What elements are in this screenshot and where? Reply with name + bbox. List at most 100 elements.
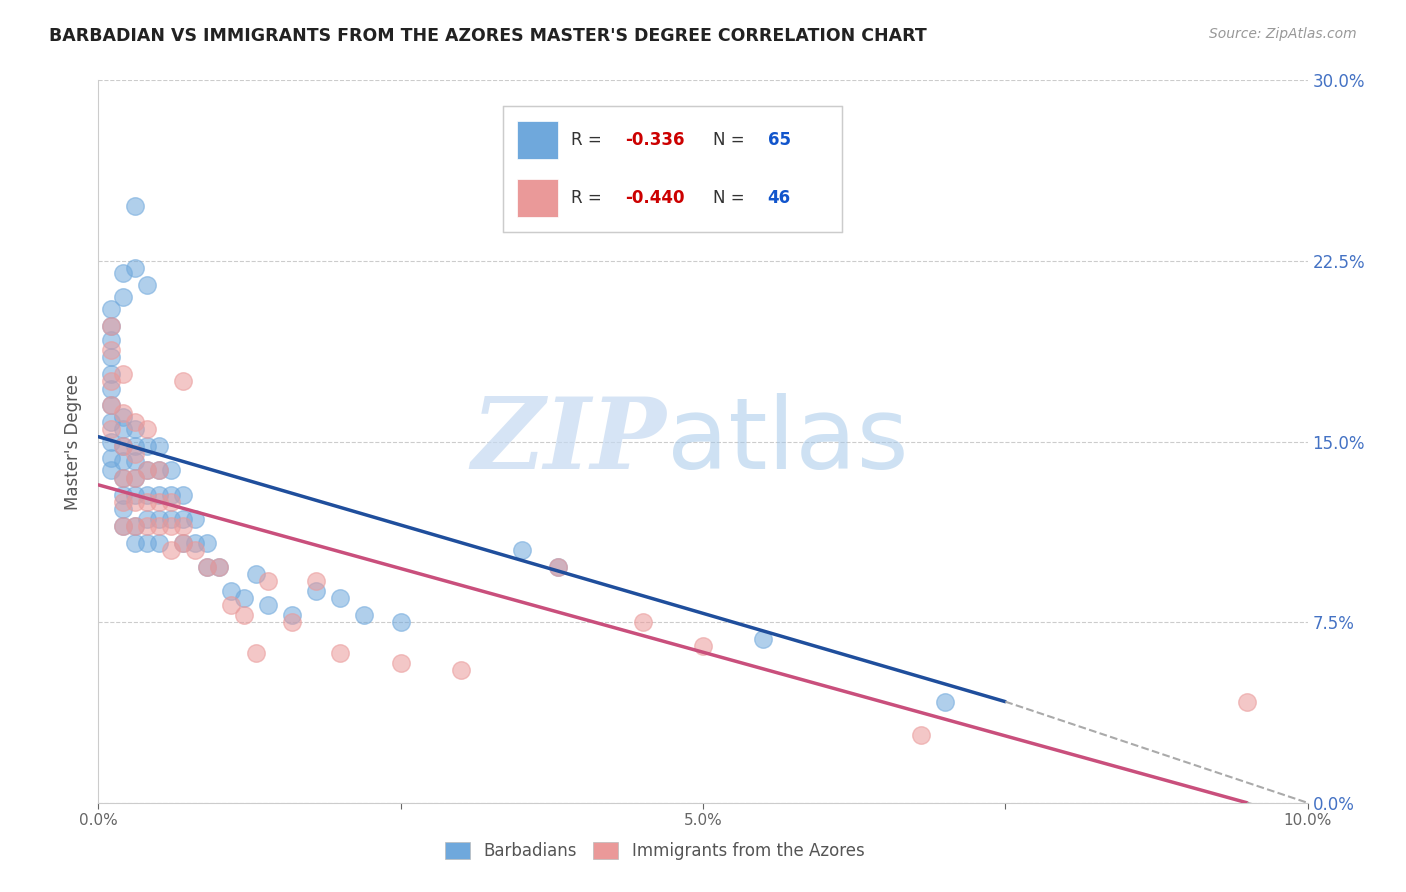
Point xyxy=(124,470,146,484)
Point xyxy=(172,487,194,501)
Point xyxy=(111,487,134,501)
Point xyxy=(547,559,569,574)
Point xyxy=(100,334,122,348)
Point xyxy=(232,607,254,622)
Point xyxy=(111,439,134,453)
Point xyxy=(100,374,122,388)
Point xyxy=(221,583,243,598)
Point xyxy=(135,518,157,533)
Point xyxy=(245,647,267,661)
Point xyxy=(256,599,278,613)
Point xyxy=(195,535,218,549)
Point xyxy=(245,567,267,582)
Point xyxy=(148,487,170,501)
Point xyxy=(124,494,146,508)
Point xyxy=(111,502,134,516)
Point xyxy=(124,415,146,429)
Point xyxy=(135,277,157,292)
Point xyxy=(100,350,122,364)
Point xyxy=(111,518,134,533)
Point xyxy=(100,318,122,333)
Point xyxy=(111,290,134,304)
Point xyxy=(172,511,194,525)
Point xyxy=(111,470,134,484)
Point xyxy=(135,422,157,436)
Point xyxy=(172,518,194,533)
Point xyxy=(148,494,170,508)
Point xyxy=(148,463,170,477)
Point xyxy=(329,591,352,605)
Point xyxy=(100,301,122,317)
Point xyxy=(208,559,231,574)
Y-axis label: Master's Degree: Master's Degree xyxy=(65,374,83,509)
Point xyxy=(100,343,122,357)
Point xyxy=(160,511,183,525)
Point xyxy=(160,518,183,533)
Point xyxy=(547,559,569,574)
Point xyxy=(305,574,328,589)
Point xyxy=(100,318,122,333)
Point xyxy=(124,518,146,533)
Point xyxy=(172,374,194,388)
Point xyxy=(111,518,134,533)
Legend: Barbadians, Immigrants from the Azores: Barbadians, Immigrants from the Azores xyxy=(439,835,872,867)
Point xyxy=(148,518,170,533)
Point xyxy=(135,535,157,549)
Point xyxy=(111,454,134,468)
Point xyxy=(329,647,352,661)
Point xyxy=(124,454,146,468)
Point xyxy=(631,615,654,630)
Point xyxy=(353,607,375,622)
Point xyxy=(148,511,170,525)
Point xyxy=(148,463,170,477)
Point xyxy=(135,439,157,453)
Point xyxy=(195,559,218,574)
Point xyxy=(148,535,170,549)
Point xyxy=(148,439,170,453)
Point xyxy=(305,583,328,598)
Point xyxy=(124,422,146,436)
Point xyxy=(160,463,183,477)
Point xyxy=(124,261,146,276)
Point xyxy=(135,494,157,508)
Point xyxy=(450,664,472,678)
Point xyxy=(124,198,146,212)
Point xyxy=(1236,695,1258,709)
Text: atlas: atlas xyxy=(666,393,908,490)
Point xyxy=(124,446,146,460)
Point xyxy=(124,535,146,549)
Point xyxy=(160,494,183,508)
Point xyxy=(111,439,134,453)
Point xyxy=(111,266,134,280)
Point xyxy=(510,542,533,557)
Point xyxy=(100,398,122,412)
Point xyxy=(208,559,231,574)
Text: Source: ZipAtlas.com: Source: ZipAtlas.com xyxy=(1209,27,1357,41)
Point xyxy=(389,615,412,630)
Point xyxy=(281,607,304,622)
Point xyxy=(111,410,134,425)
Point xyxy=(172,535,194,549)
Point xyxy=(752,632,775,646)
Point xyxy=(184,542,207,557)
Point xyxy=(124,470,146,484)
Point xyxy=(100,434,122,449)
Point xyxy=(111,367,134,381)
Point xyxy=(184,535,207,549)
Point xyxy=(135,463,157,477)
Point xyxy=(124,439,146,453)
Point xyxy=(124,487,146,501)
Point xyxy=(111,422,134,436)
Point xyxy=(232,591,254,605)
Point xyxy=(100,415,122,429)
Point xyxy=(135,511,157,525)
Point xyxy=(111,470,134,484)
Point xyxy=(160,542,183,557)
Point xyxy=(281,615,304,630)
Point xyxy=(100,422,122,436)
Point xyxy=(124,518,146,533)
Point xyxy=(100,463,122,477)
Point xyxy=(389,656,412,670)
Point xyxy=(692,639,714,653)
Point xyxy=(184,511,207,525)
